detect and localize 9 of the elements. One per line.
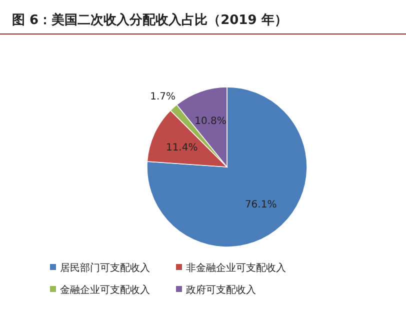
chart-title: 图 6：美国二次收入分配收入占比（2019 年） [12,12,288,28]
legend-label: 居民部门可支配收入 [60,262,150,274]
data-label: 11.4% [166,142,198,154]
legend-label: 金融企业可支配收入 [60,284,150,296]
legend-label: 非金融企业可支配收入 [186,262,286,274]
legend-label: 政府可支配收入 [186,284,256,296]
data-label: 1.7% [150,92,176,103]
data-label: 10.8% [194,116,226,128]
data-label: 76.1% [244,199,277,210]
